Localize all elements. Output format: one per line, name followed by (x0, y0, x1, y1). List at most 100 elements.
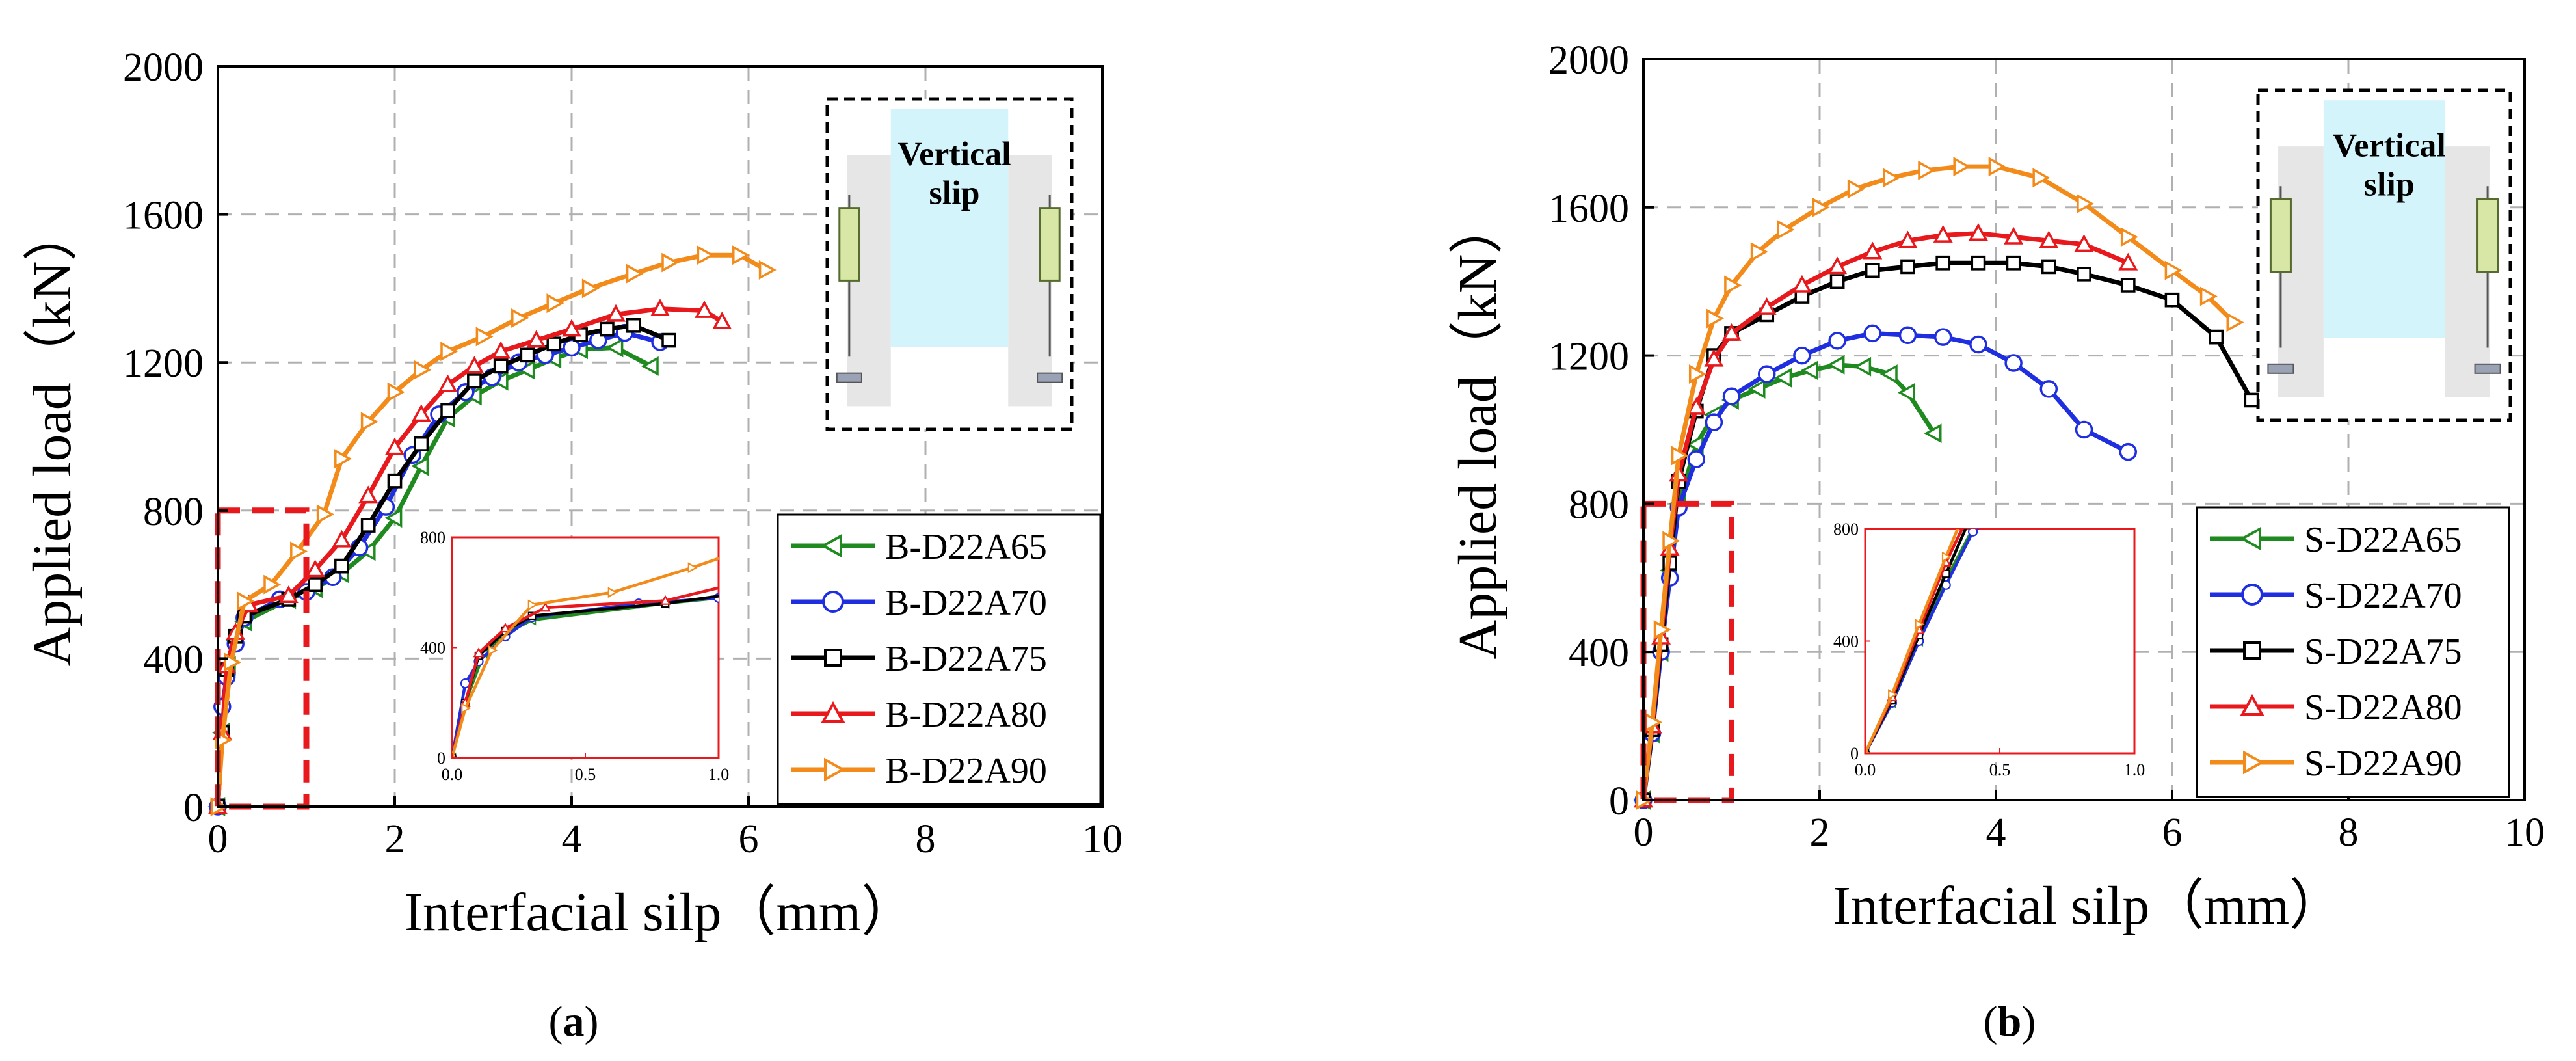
legend-marker (2239, 526, 2261, 551)
legend-item: B-D22A75 (791, 639, 1047, 679)
data-point (358, 485, 378, 504)
data-point (1918, 160, 1936, 180)
data-point (1828, 332, 1846, 350)
data-point (1969, 335, 1987, 354)
x-tick-label: 4 (1986, 811, 2006, 855)
inset-data-point (488, 645, 498, 656)
data-point (1721, 323, 1742, 341)
series-line (1641, 164, 2236, 801)
data-point (1935, 255, 1951, 271)
data-point (411, 404, 431, 422)
data-point (493, 358, 509, 374)
y-tick-label: 800 (1569, 483, 1629, 527)
legend-item: S-D22A75 (2210, 632, 2462, 672)
data-point (237, 591, 255, 611)
data-point (2077, 266, 2091, 282)
gauge-body (838, 207, 860, 282)
y-tick-label: 400 (143, 638, 204, 682)
inset-y-tick-label: 800 (420, 528, 445, 547)
legend-marker (822, 591, 844, 613)
data-point (334, 558, 349, 574)
legend-label: B-D22A90 (885, 751, 1047, 791)
y-axis-label: Applied load（kN） (22, 207, 83, 667)
inset-y-tick-label: 800 (1833, 520, 1859, 539)
legend-label: S-D22A90 (2304, 744, 2462, 784)
panel-label: (b) (1984, 998, 2036, 1045)
data-point (1898, 326, 1917, 345)
gauge-icon (2474, 186, 2501, 374)
concrete-core-shape (2323, 100, 2445, 338)
data-point (1897, 383, 1915, 403)
inset-plot: 0.0 0.5 1.0 0 400 800 (420, 528, 730, 784)
x-axis-label: Interfacial silp（mm） (1833, 876, 2344, 936)
data-point (581, 278, 600, 299)
data-point (360, 518, 376, 533)
legend-label: B-D22A65 (885, 527, 1047, 567)
data-point (562, 319, 581, 337)
data-point (732, 245, 750, 265)
data-point (606, 304, 626, 322)
legend-item: S-D22A65 (2210, 520, 2462, 560)
legend-label: S-D22A75 (2304, 632, 2462, 672)
data-point (2006, 255, 2021, 271)
data-point (712, 312, 732, 329)
data-point (2164, 292, 2180, 308)
x-tick-label: 0 (1634, 811, 1654, 855)
data-point (2032, 168, 2051, 188)
inset-data-point (687, 562, 698, 573)
data-point (526, 330, 546, 348)
inset-curves (1865, 529, 1980, 753)
inset-x-tick-label: 1.0 (708, 765, 730, 784)
legend-item: S-D22A90 (2210, 744, 2462, 784)
x-tick-label: 8 (2339, 811, 2359, 855)
legend: S-D22A65 S-D22A70 S-D22A75 S-D22A80 S-D22A90 (2196, 506, 2510, 798)
data-point (511, 308, 529, 328)
legend-marker (821, 701, 845, 723)
data-point (2120, 278, 2136, 293)
inset-y-tick-label: 0 (1850, 744, 1859, 763)
data-point (332, 530, 352, 548)
gauge-base (836, 372, 862, 383)
data-point (1853, 356, 1872, 377)
y-tick-label: 0 (183, 786, 204, 830)
data-point (1879, 364, 1898, 384)
data-point (1865, 263, 1880, 278)
x-tick-label: 6 (2162, 811, 2183, 855)
data-point (2164, 260, 2183, 280)
inset-data-point (607, 587, 618, 598)
inset-x-tick-label: 0.0 (1855, 760, 1876, 779)
data-point (1704, 349, 1724, 367)
vertical-slip-diagram: Vertical slip (825, 97, 1074, 431)
data-point (278, 585, 299, 604)
data-point (1793, 346, 1811, 365)
legend-item: B-D22A65 (791, 527, 1047, 567)
annotation-line-2: slip (2364, 166, 2415, 203)
gauge-icon (836, 195, 862, 383)
legend-label: S-D22A65 (2304, 520, 2462, 560)
x-tick-label: 4 (562, 817, 582, 861)
x-tick-label: 10 (2504, 811, 2545, 855)
data-point (305, 559, 325, 578)
legend-marker (824, 649, 842, 667)
data-point (414, 360, 432, 380)
panel-a: Vertical slip 0.0 0.5 1.0 0 400 800 0 2 4 6 8 10 0 400 8… (22, 46, 1122, 1045)
inset-x-tick-label: 0.5 (575, 765, 596, 784)
concrete-core-shape (890, 109, 1009, 347)
data-point (2209, 329, 2224, 345)
y-tick-label: 1600 (1548, 187, 1629, 231)
series-S-D22A90 (1636, 157, 2244, 810)
data-point (661, 332, 676, 348)
data-point (414, 436, 429, 451)
legend-label: S-D22A70 (2304, 576, 2462, 616)
x-tick-label: 2 (1810, 811, 1830, 855)
x-tick-label: 10 (1082, 817, 1122, 861)
data-point (2226, 312, 2244, 332)
inset-plot: 0.0 0.5 1.0 0 400 800 (1833, 520, 2145, 779)
data-point (1924, 423, 1942, 444)
data-point (334, 449, 352, 469)
data-point (2039, 380, 2058, 398)
inset-data-point (461, 703, 471, 714)
inset-series-line (452, 557, 719, 758)
inset-x-tick-label: 0.0 (442, 765, 463, 784)
